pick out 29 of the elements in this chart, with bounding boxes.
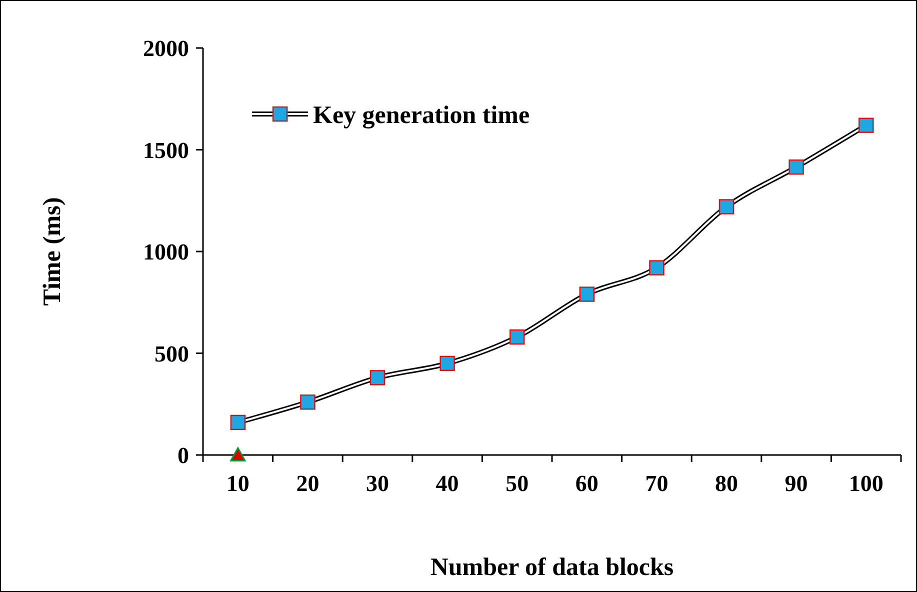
- legend-label: Key generation time: [313, 102, 530, 129]
- y-axis-title: Time (ms): [39, 197, 66, 306]
- x-tick-label: 90: [784, 471, 808, 496]
- x-tick-label: 50: [506, 471, 529, 496]
- point: [440, 356, 455, 372]
- x-tick-label: 70: [645, 471, 668, 496]
- point: [718, 199, 734, 214]
- x-tick-label: 40: [436, 471, 459, 496]
- x-axis-title: Number of data blocks: [430, 554, 674, 581]
- y-tick-label: 0: [178, 443, 189, 468]
- point: [370, 370, 386, 386]
- x-tick-label: 20: [296, 471, 320, 496]
- point: [230, 447, 246, 462]
- x-tick-label: 80: [715, 471, 738, 496]
- x-tick-label: 10: [226, 471, 250, 496]
- y-tick-label: 2000: [143, 36, 189, 62]
- y-tick-label: 1000: [143, 240, 189, 265]
- point: [230, 414, 246, 430]
- point: [300, 394, 316, 410]
- point: [649, 260, 664, 276]
- x-tick-label: 100: [848, 471, 884, 496]
- x-tick-label: 60: [575, 471, 598, 496]
- point: [510, 329, 525, 345]
- x-tick-label: 30: [366, 471, 389, 496]
- point: [788, 159, 804, 175]
- y-tick-label: 1500: [143, 138, 189, 163]
- point: [858, 118, 874, 133]
- y-tick-label: 500: [154, 341, 189, 366]
- point: [579, 286, 594, 302]
